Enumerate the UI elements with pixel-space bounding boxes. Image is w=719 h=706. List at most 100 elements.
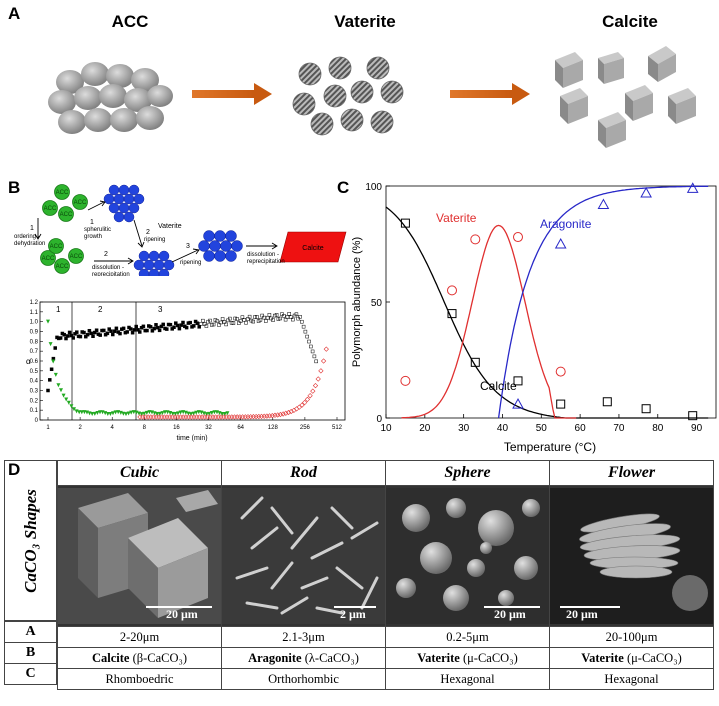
calcite-rhomb: Calcite: [279, 231, 347, 263]
y-tick-label: 0.9: [30, 330, 39, 336]
panel-b-schematic: ACC ACC ACC ACC ACC ACC ACC ACC Vaterite…: [14, 184, 347, 276]
aragonite-data-point: [597, 198, 610, 210]
vaterite-kinetic-point: [251, 319, 255, 324]
acc-kinetic-point: [90, 412, 95, 417]
vaterite-kinetic-point: [130, 330, 135, 335]
svg-text:ACC: ACC: [56, 190, 69, 196]
acc-particle: ACC: [54, 184, 70, 200]
acc-kinetic-point: [139, 412, 144, 417]
x-tick-label: 30: [458, 423, 470, 434]
vaterite-kinetic-point: [287, 312, 291, 316]
x-tick-label: 20: [419, 423, 431, 434]
arrow-vaterite-to-calcite: [450, 83, 530, 105]
vaterite-kinetic-point: [291, 317, 295, 322]
vaterite-kinetic-point: [237, 321, 241, 325]
calcite-kinetic-point: [307, 393, 313, 399]
kinetics-axes-frame: [39, 301, 346, 421]
sem-image-rod: 2 μm: [221, 485, 386, 627]
calcite-kinetic-point: [302, 399, 308, 406]
calcite-kinetic-point: [323, 346, 329, 352]
col-header: Flower: [549, 460, 714, 486]
scale-bar-label: 20 μm: [494, 607, 526, 621]
x-tick-label: 80: [652, 423, 664, 434]
vaterite-kinetic-point: [148, 325, 153, 329]
svg-text:dissolution -: dissolution -: [92, 265, 124, 271]
aragonite-data-point: [640, 186, 652, 198]
calcite-data-point: [556, 399, 566, 409]
acc-kinetic-point: [79, 410, 84, 415]
sem-image-cubic: 20 μm: [57, 485, 222, 627]
stage-vaterite-title: Vaterite: [334, 12, 396, 31]
vaterite-kinetic-point: [211, 322, 216, 327]
calcite-data-point: [513, 376, 523, 386]
vaterite-kinetic-point: [204, 324, 209, 328]
calcite-data-point: [470, 357, 480, 367]
y-tick-label: 0: [35, 418, 39, 424]
vaterite-kinetic-point: [305, 334, 309, 339]
vaterite-kinetic-point: [58, 336, 63, 340]
acc-kinetic-point: [111, 411, 115, 416]
y-tick-label: 0.3: [30, 389, 39, 395]
svg-text:1: 1: [30, 225, 34, 232]
svg-text:reprecipitation: reprecipitation: [92, 272, 130, 276]
svg-text:ACC: ACC: [50, 244, 63, 250]
acc-kinetic-point: [108, 412, 113, 417]
vaterite-kinetic-point: [107, 327, 111, 331]
crystal-system-cell: Hexagonal: [385, 668, 550, 690]
vaterite-kinetic-point: [274, 313, 279, 317]
acc-kinetic-point: [59, 388, 63, 393]
vaterite-kinetic-point: [294, 312, 299, 316]
vaterite-kinetic-point: [312, 354, 317, 359]
vaterite-data-point: [555, 366, 566, 377]
vaterite-kinetic-point: [64, 336, 68, 341]
panel-b-kinetics-plot: α time (min) 1 2 4 8 16 32 64 128 256 512 00.10.2…: [26, 300, 346, 442]
vaterite-kinetic-point: [168, 322, 173, 327]
vaterite-kinetic-point: [282, 313, 286, 318]
chart-c-ylabel: Polymorph abundance (%): [351, 237, 363, 367]
vaterite-kinetic-point: [201, 318, 205, 323]
y-tick-label: 0: [376, 414, 382, 425]
svg-text:ACC: ACC: [44, 206, 57, 212]
vaterite-kinetic-point: [46, 388, 50, 393]
vaterite-kinetic-point: [179, 323, 183, 327]
y-tick-label: 50: [371, 298, 383, 309]
vaterite-kinetic-point: [121, 326, 126, 331]
svg-text:dehydration: dehydration: [14, 241, 45, 247]
y-tick-label: 0.5: [30, 369, 39, 375]
acc-kinetic-point: [209, 410, 214, 415]
vaterite-kinetic-point: [129, 327, 133, 331]
calcite-kinetic-point: [288, 408, 294, 415]
vaterite-kinetic-point: [138, 330, 142, 334]
acc-kinetic-point: [77, 410, 82, 415]
polymorph-cell: Vaterite (μ-CaCO₃): [549, 647, 714, 669]
panel-b-label: B: [8, 178, 21, 197]
vaterite-kinetic-point: [66, 334, 70, 338]
vaterite-kinetic-point: [172, 325, 176, 329]
panel-a-illustration: [48, 46, 696, 148]
crystal-system-cell: Hexagonal: [549, 668, 714, 690]
vaterite-kinetic-point: [134, 324, 138, 329]
vaterite-kinetic-point: [71, 336, 75, 340]
acc-kinetic-point: [105, 411, 110, 416]
vaterite-kinetic-point: [195, 321, 200, 326]
vaterite-kinetic-point: [87, 328, 92, 333]
acc-particle: ACC: [48, 238, 64, 254]
vaterite-kinetic-point: [48, 378, 52, 382]
vaterite-ripened: [133, 250, 175, 276]
svg-text:ACC: ACC: [42, 256, 55, 262]
vaterite-kinetic-point: [102, 328, 106, 333]
vaterite-kinetic-point: [114, 326, 119, 331]
calcite-kinetic-point: [275, 412, 281, 418]
col-header: Cubic: [57, 460, 222, 486]
acc-kinetic-point: [194, 410, 199, 415]
calcite-kinetic-point: [312, 383, 319, 389]
calcite-kinetic-point: [315, 376, 321, 382]
vaterite-kinetic-point: [184, 325, 189, 330]
stage-label: 1: [56, 305, 61, 314]
vaterite-kinetic-point: [105, 331, 110, 336]
calcite-kinetic-point: [310, 388, 316, 394]
vaterite-kinetic-point: [222, 320, 227, 324]
scale-bar-label: 20 μm: [566, 607, 598, 621]
svg-text:ACC: ACC: [60, 212, 73, 218]
series-label: Aragonite: [540, 217, 592, 231]
